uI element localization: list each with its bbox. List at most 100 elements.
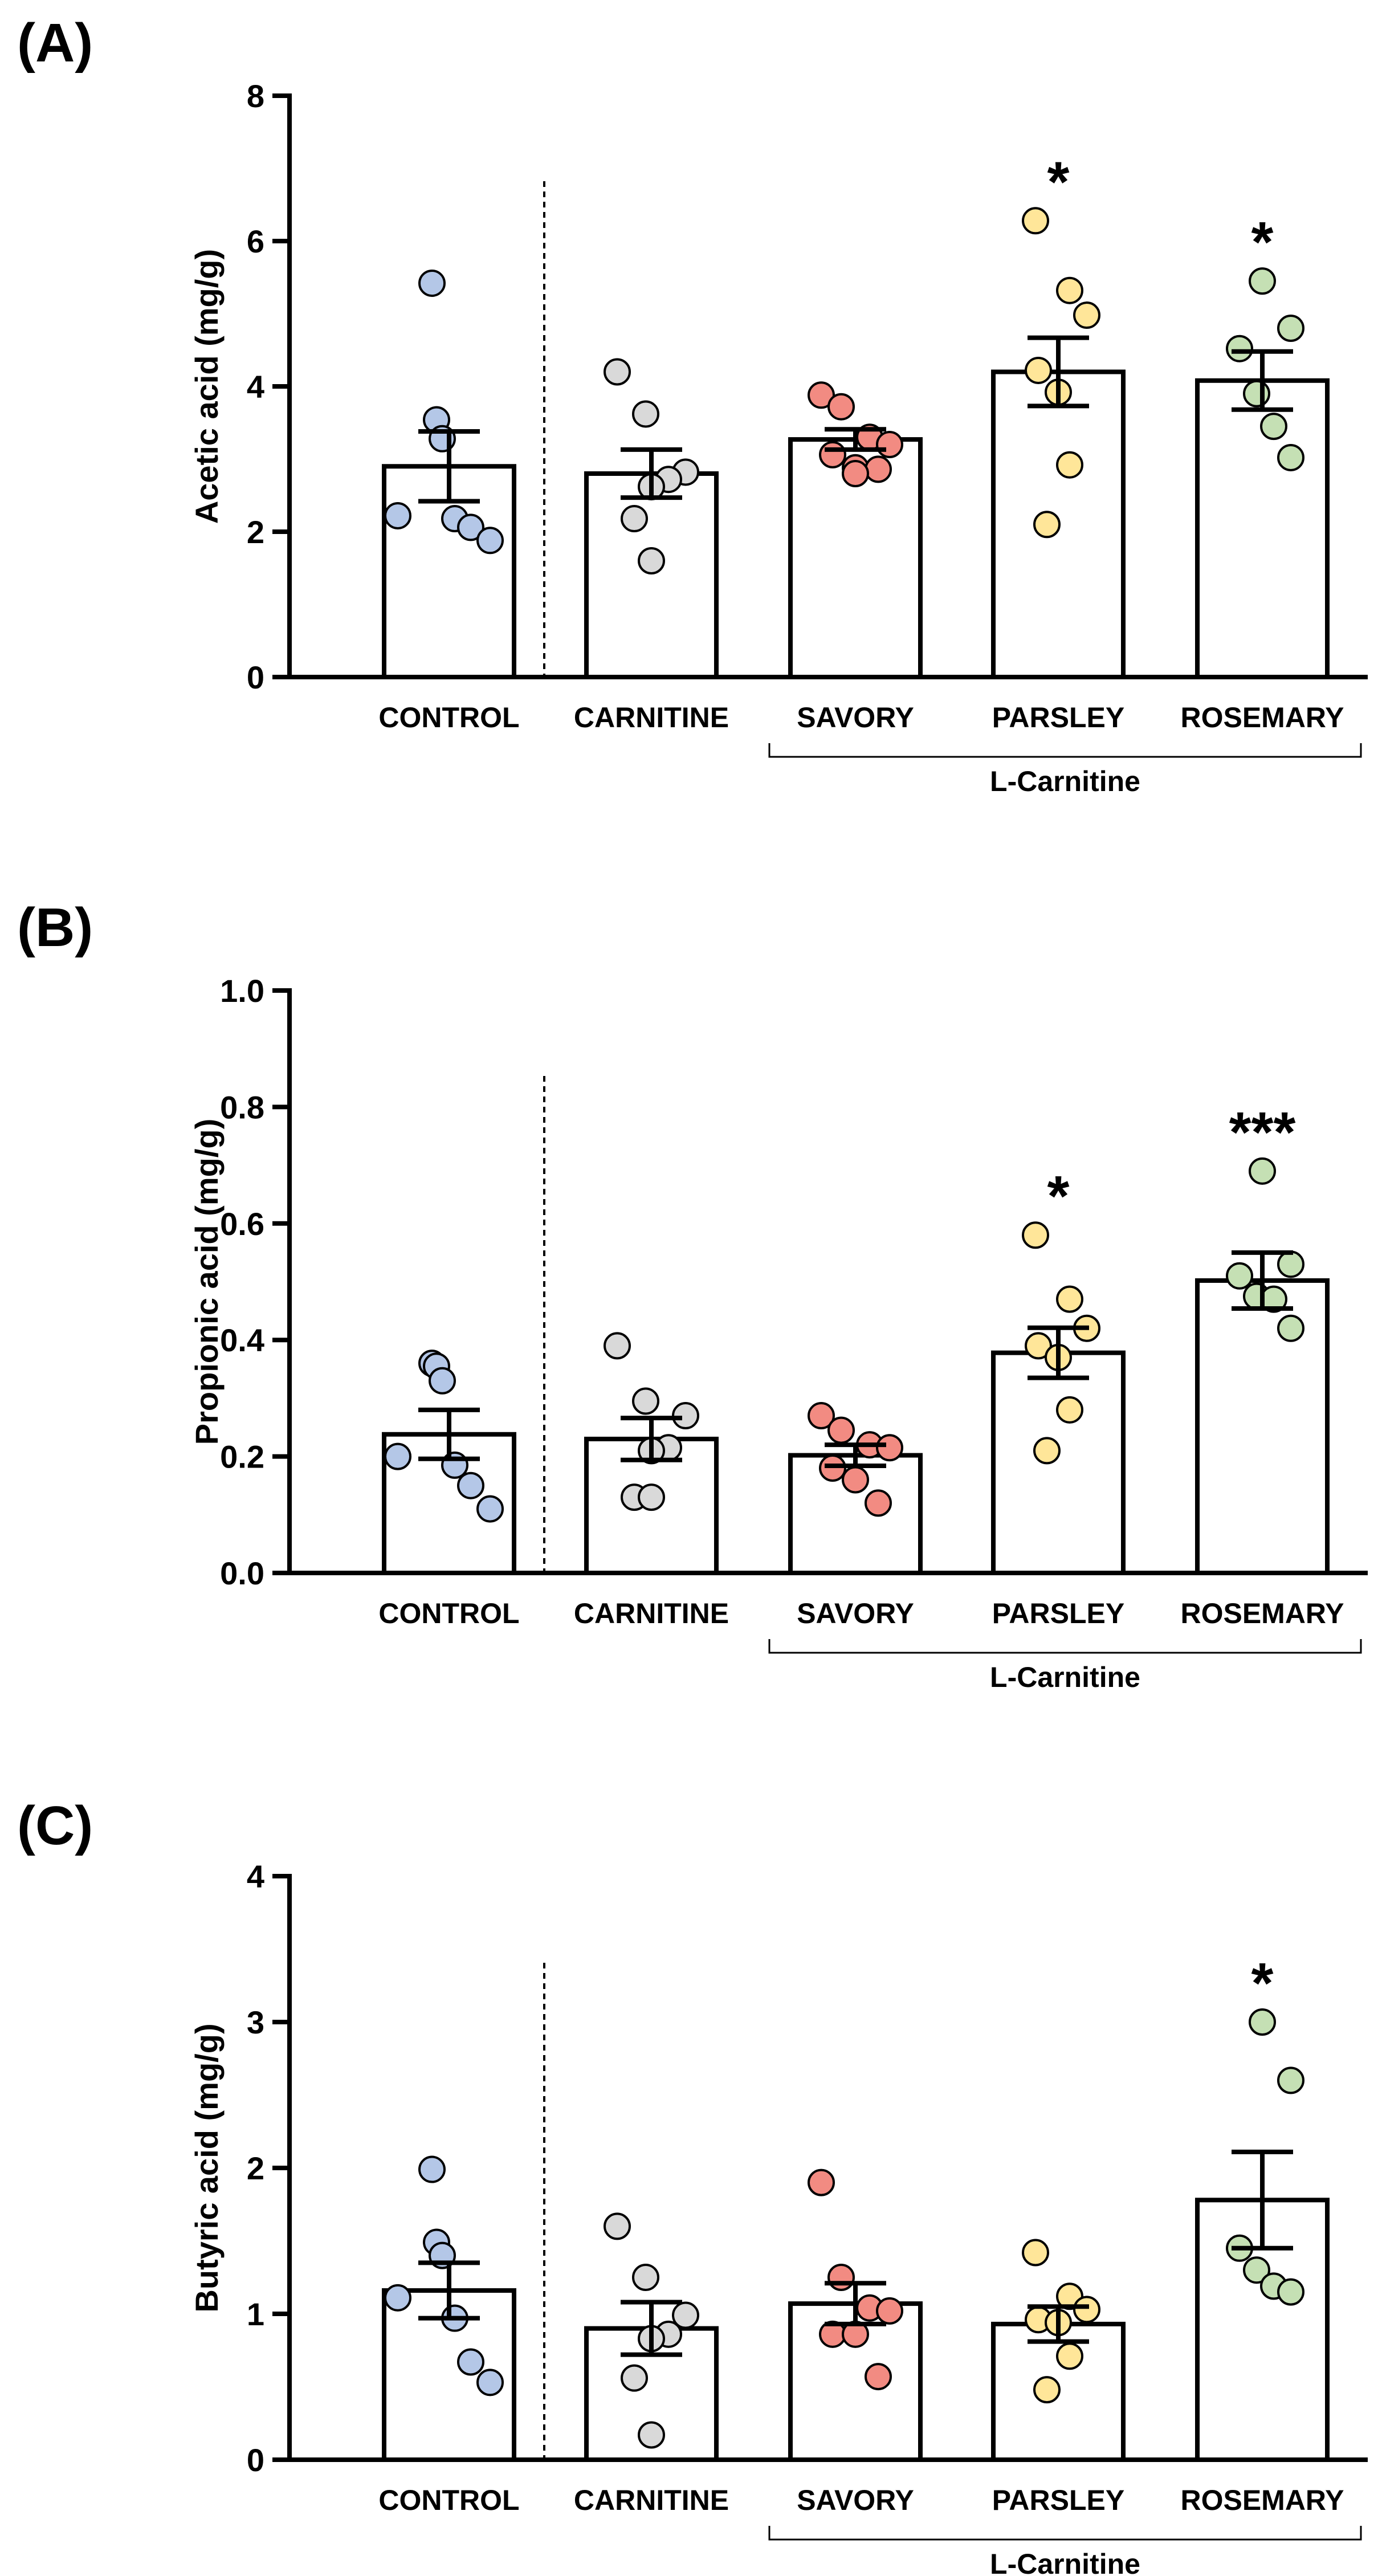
- x-tick-label-rosemary: ROSEMARY: [1180, 1597, 1344, 1629]
- y-tick-label: 2: [247, 514, 264, 550]
- data-point: [1277, 1314, 1304, 1342]
- data-point: [1033, 1437, 1061, 1465]
- data-point: [632, 2264, 659, 2291]
- data-point: [1073, 301, 1100, 329]
- y-tick-label: 4: [247, 1858, 264, 1894]
- data-point: [1056, 1285, 1083, 1313]
- data-point: [638, 1483, 665, 1511]
- significance-marker: *: [1047, 1164, 1070, 1228]
- data-point: [1056, 451, 1083, 479]
- data-point: [827, 393, 855, 421]
- x-tick-label-parsley: PARSLEY: [992, 2484, 1124, 2516]
- panel-label: (C): [17, 1795, 93, 1856]
- data-point: [1277, 2066, 1304, 2094]
- bar-parsley: [991, 1350, 1126, 1576]
- x-tick-label-savory: SAVORY: [797, 702, 914, 733]
- x-tick-label-savory: SAVORY: [797, 2484, 914, 2516]
- group-bracket: [768, 743, 1362, 758]
- y-tick-label: 0.2: [220, 1439, 264, 1475]
- y-axis-title: Propionic acid (mg/g): [189, 1119, 225, 1445]
- data-point: [384, 502, 411, 529]
- significance-marker: *: [1251, 210, 1274, 274]
- bar-carnitine: [584, 471, 719, 679]
- x-tick-label-parsley: PARSLEY: [992, 1597, 1124, 1629]
- data-point: [1022, 1221, 1049, 1249]
- group-bracket: [768, 2526, 1362, 2541]
- data-point: [1277, 2278, 1304, 2306]
- significance-marker: *: [1047, 150, 1070, 214]
- data-point: [827, 1416, 855, 1444]
- data-point: [1243, 2256, 1270, 2284]
- data-point: [457, 1472, 484, 1499]
- data-point: [1073, 2296, 1100, 2324]
- data-point: [638, 547, 665, 574]
- data-point: [1025, 356, 1052, 384]
- data-point: [808, 381, 835, 409]
- data-point: [1033, 511, 1061, 539]
- data-point: [1277, 443, 1304, 471]
- data-point: [1056, 1396, 1083, 1424]
- data-point: [876, 1434, 903, 1462]
- data-point: [1022, 2239, 1049, 2267]
- data-point: [604, 2212, 631, 2240]
- data-point: [638, 2421, 665, 2449]
- x-tick-label-control: CONTROL: [378, 702, 519, 733]
- y-axis-title: Butyric acid (mg/g): [189, 2023, 225, 2312]
- data-point: [1056, 2342, 1083, 2370]
- x-tick-label-parsley: PARSLEY: [992, 702, 1124, 733]
- data-point: [621, 505, 648, 533]
- y-tick-label: 0.6: [220, 1206, 264, 1242]
- data-point: [476, 1495, 504, 1523]
- x-tick-label-carnitine: CARNITINE: [574, 1597, 729, 1629]
- y-tick-label: 0.4: [220, 1322, 264, 1358]
- data-point: [1277, 315, 1304, 342]
- data-point: [1226, 335, 1253, 362]
- significance-marker: ***: [1229, 1100, 1296, 1164]
- x-tick-label-control: CONTROL: [378, 2484, 519, 2516]
- data-point: [1243, 380, 1270, 407]
- data-point: [876, 431, 903, 458]
- data-point: [1025, 1332, 1052, 1360]
- data-point: [429, 1367, 456, 1395]
- data-point: [418, 2155, 446, 2183]
- data-point: [604, 1332, 631, 1360]
- data-point: [865, 455, 892, 483]
- y-tick-label: 3: [247, 2004, 264, 2040]
- data-point: [819, 1454, 846, 1482]
- y-axis-title: Acetic acid (mg/g): [189, 249, 225, 524]
- data-point: [418, 269, 446, 297]
- bracket-label: L-Carnitine: [990, 1661, 1140, 1693]
- data-point: [865, 2363, 892, 2391]
- data-point: [384, 2284, 411, 2312]
- bracket-label: L-Carnitine: [990, 2548, 1140, 2576]
- y-tick-label: 0.0: [220, 1555, 264, 1591]
- data-point: [1260, 413, 1287, 441]
- chart-panel-2: (C) Butyric acid (mg/g) 0 1 2 3 4 CONTROL CARNIT…: [17, 1795, 1368, 2576]
- data-point: [1249, 267, 1276, 295]
- data-point: [672, 2301, 699, 2329]
- x-tick-label-rosemary: ROSEMARY: [1180, 2484, 1344, 2516]
- data-point: [808, 1402, 835, 1430]
- y-tick-label: 1: [247, 2296, 264, 2332]
- data-point: [672, 1402, 699, 1430]
- data-point: [604, 358, 631, 386]
- data-point: [632, 400, 659, 428]
- y-tick-label: 0: [247, 2442, 264, 2478]
- data-point: [457, 2348, 484, 2376]
- data-point: [876, 2297, 903, 2325]
- data-point: [1022, 207, 1049, 235]
- chart-panel-1: (B) Propionic acid (mg/g) 0.0 0.2 0.4 0.6 0.8 1…: [17, 897, 1368, 1693]
- x-tick-label-rosemary: ROSEMARY: [1180, 702, 1344, 733]
- data-point: [476, 2369, 504, 2396]
- data-point: [457, 513, 484, 541]
- data-point: [842, 460, 869, 487]
- data-point: [1033, 2376, 1061, 2404]
- y-tick-label: 2: [247, 2150, 264, 2186]
- data-point: [1226, 1262, 1253, 1290]
- y-tick-label: 8: [247, 78, 264, 114]
- data-point: [1056, 276, 1083, 304]
- y-tick-label: 0.8: [220, 1089, 264, 1125]
- data-point: [1277, 1250, 1304, 1278]
- x-tick-label-control: CONTROL: [378, 1597, 519, 1629]
